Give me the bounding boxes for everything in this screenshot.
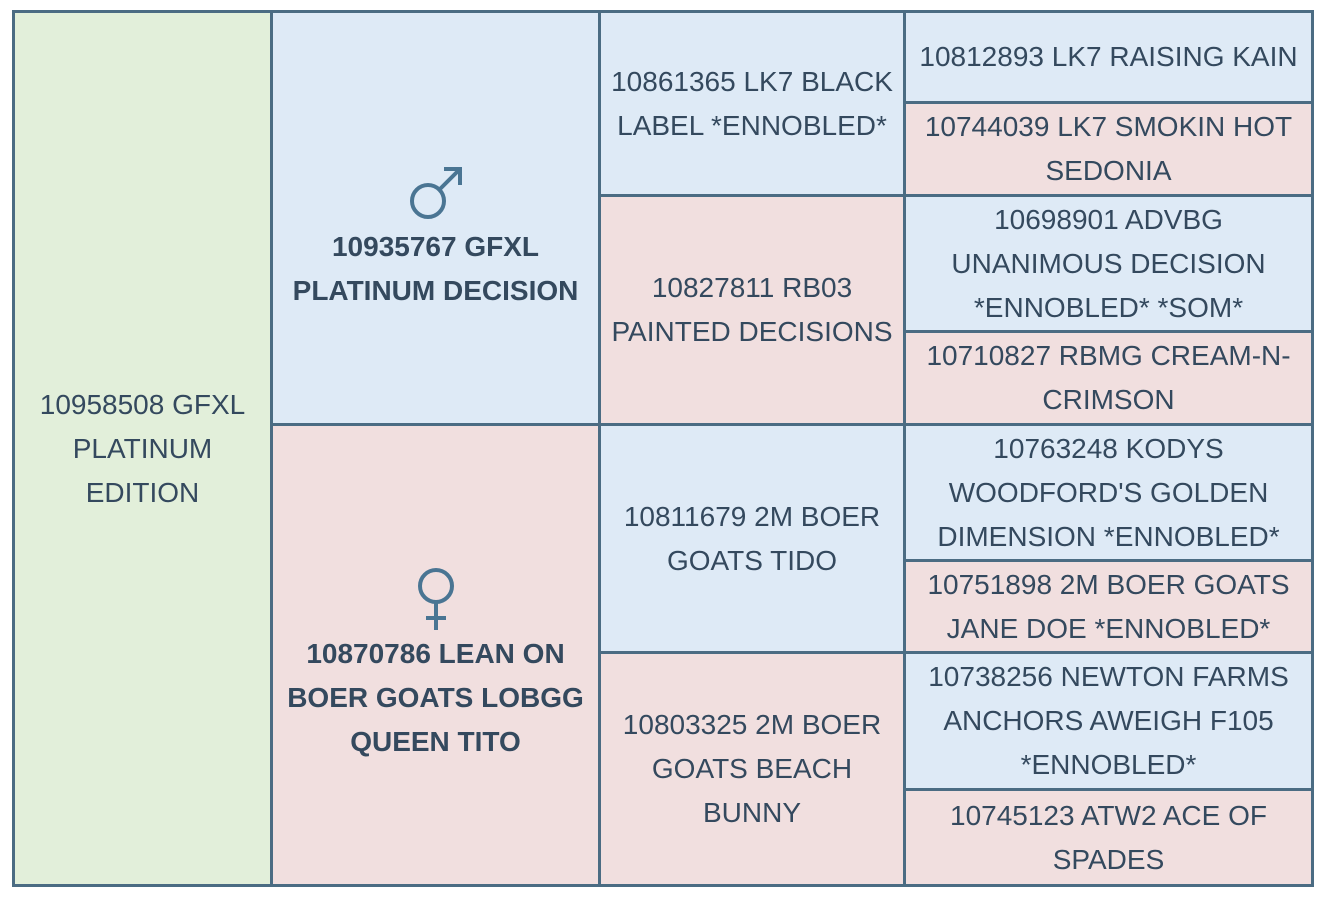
sire-cell: 10935767 GFXL PLATINUM DECISION xyxy=(273,13,598,423)
great-grandsire-cell: 10698901 ADVBG UNANIMOUS DECISION *ENNOB… xyxy=(906,197,1311,330)
great-grandparent-name: 10745123 ATW2 ACE OF SPADES xyxy=(950,799,1267,875)
male-icon xyxy=(409,167,462,219)
dam-cell: 10870786 LEAN ON BOER GOATS LOBGG QUEEN … xyxy=(273,426,598,884)
great-granddam-cell: 10745123 ATW2 ACE OF SPADES xyxy=(906,791,1311,884)
granddam-cell: 10827811 RB03 PAINTED DECISIONS xyxy=(601,197,903,423)
grandsire-cell: 10861365 LK7 BLACK LABEL *ENNOBLED* xyxy=(601,13,903,194)
great-grandparent-name: 10738256 NEWTON FARMS ANCHORS AWEIGH F10… xyxy=(928,661,1289,780)
great-granddam-cell: 10710827 RBMG CREAM-N-CRIMSON xyxy=(906,333,1311,423)
grandparent-name: 10827811 RB03 PAINTED DECISIONS xyxy=(611,272,893,347)
great-grandparent-name: 10744039 LK7 SMOKIN HOT SEDONIA xyxy=(924,111,1293,186)
animal-cell: 10958508 GFXL PLATINUM EDITION xyxy=(15,13,270,884)
dam-name: 10870786 LEAN ON BOER GOATS LOBGG QUEEN … xyxy=(287,638,584,757)
great-granddam-cell: 10751898 2M BOER GOATS JANE DOE *ENNOBLE… xyxy=(906,562,1311,651)
great-grandsire-cell: 10812893 LK7 RAISING KAIN xyxy=(906,13,1311,101)
great-grandparent-name: 10812893 LK7 RAISING KAIN xyxy=(919,41,1298,72)
great-grandparent-name: 10698901 ADVBG UNANIMOUS DECISION *ENNOB… xyxy=(951,203,1266,323)
female-icon xyxy=(417,568,454,630)
sire-name: 10935767 GFXL PLATINUM DECISION xyxy=(292,231,579,306)
grandsire-cell: 10811679 2M BOER GOATS TIDO xyxy=(601,426,903,651)
granddam-cell: 10803325 2M BOER GOATS BEACH BUNNY xyxy=(601,654,903,884)
great-grandsire-cell: 10738256 NEWTON FARMS ANCHORS AWEIGH F10… xyxy=(906,654,1311,788)
great-grandsire-cell: 10763248 KODYS WOODFORD'S GOLDEN DIMENSI… xyxy=(906,426,1311,559)
great-grandparent-name: 10710827 RBMG CREAM-N-CRIMSON xyxy=(926,340,1291,415)
grandparent-name: 10803325 2M BOER GOATS BEACH BUNNY xyxy=(622,709,882,828)
animal-name: 10958508 GFXL PLATINUM EDITION xyxy=(39,388,246,508)
grandparent-name: 10811679 2M BOER GOATS TIDO xyxy=(623,500,881,576)
grandparent-name: 10861365 LK7 BLACK LABEL *ENNOBLED* xyxy=(611,65,893,141)
great-granddam-cell: 10744039 LK7 SMOKIN HOT SEDONIA xyxy=(906,104,1311,194)
great-grandparent-name: 10763248 KODYS WOODFORD'S GOLDEN DIMENSI… xyxy=(937,432,1280,552)
great-grandparent-name: 10751898 2M BOER GOATS JANE DOE *ENNOBLE… xyxy=(927,568,1290,644)
